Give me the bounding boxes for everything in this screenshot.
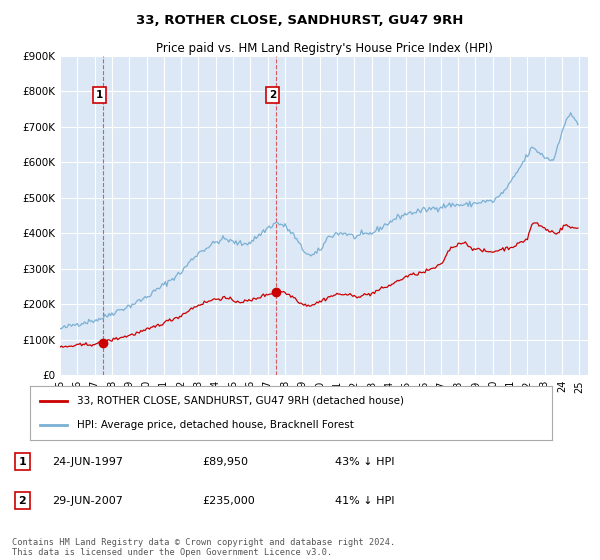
Text: 2: 2 bbox=[269, 90, 276, 100]
Text: £235,000: £235,000 bbox=[202, 496, 255, 506]
Text: 41% ↓ HPI: 41% ↓ HPI bbox=[335, 496, 394, 506]
Text: 24-JUN-1997: 24-JUN-1997 bbox=[52, 457, 124, 467]
Text: 33, ROTHER CLOSE, SANDHURST, GU47 9RH (detached house): 33, ROTHER CLOSE, SANDHURST, GU47 9RH (d… bbox=[77, 396, 404, 406]
Text: 2: 2 bbox=[19, 496, 26, 506]
Title: Price paid vs. HM Land Registry's House Price Index (HPI): Price paid vs. HM Land Registry's House … bbox=[155, 42, 493, 55]
Text: 43% ↓ HPI: 43% ↓ HPI bbox=[335, 457, 394, 467]
Text: HPI: Average price, detached house, Bracknell Forest: HPI: Average price, detached house, Brac… bbox=[77, 420, 354, 430]
Text: 1: 1 bbox=[19, 457, 26, 467]
Text: £89,950: £89,950 bbox=[202, 457, 248, 467]
Text: 1: 1 bbox=[96, 90, 103, 100]
Text: Contains HM Land Registry data © Crown copyright and database right 2024.
This d: Contains HM Land Registry data © Crown c… bbox=[12, 538, 395, 557]
Text: 29-JUN-2007: 29-JUN-2007 bbox=[52, 496, 123, 506]
Text: 33, ROTHER CLOSE, SANDHURST, GU47 9RH: 33, ROTHER CLOSE, SANDHURST, GU47 9RH bbox=[136, 14, 464, 27]
